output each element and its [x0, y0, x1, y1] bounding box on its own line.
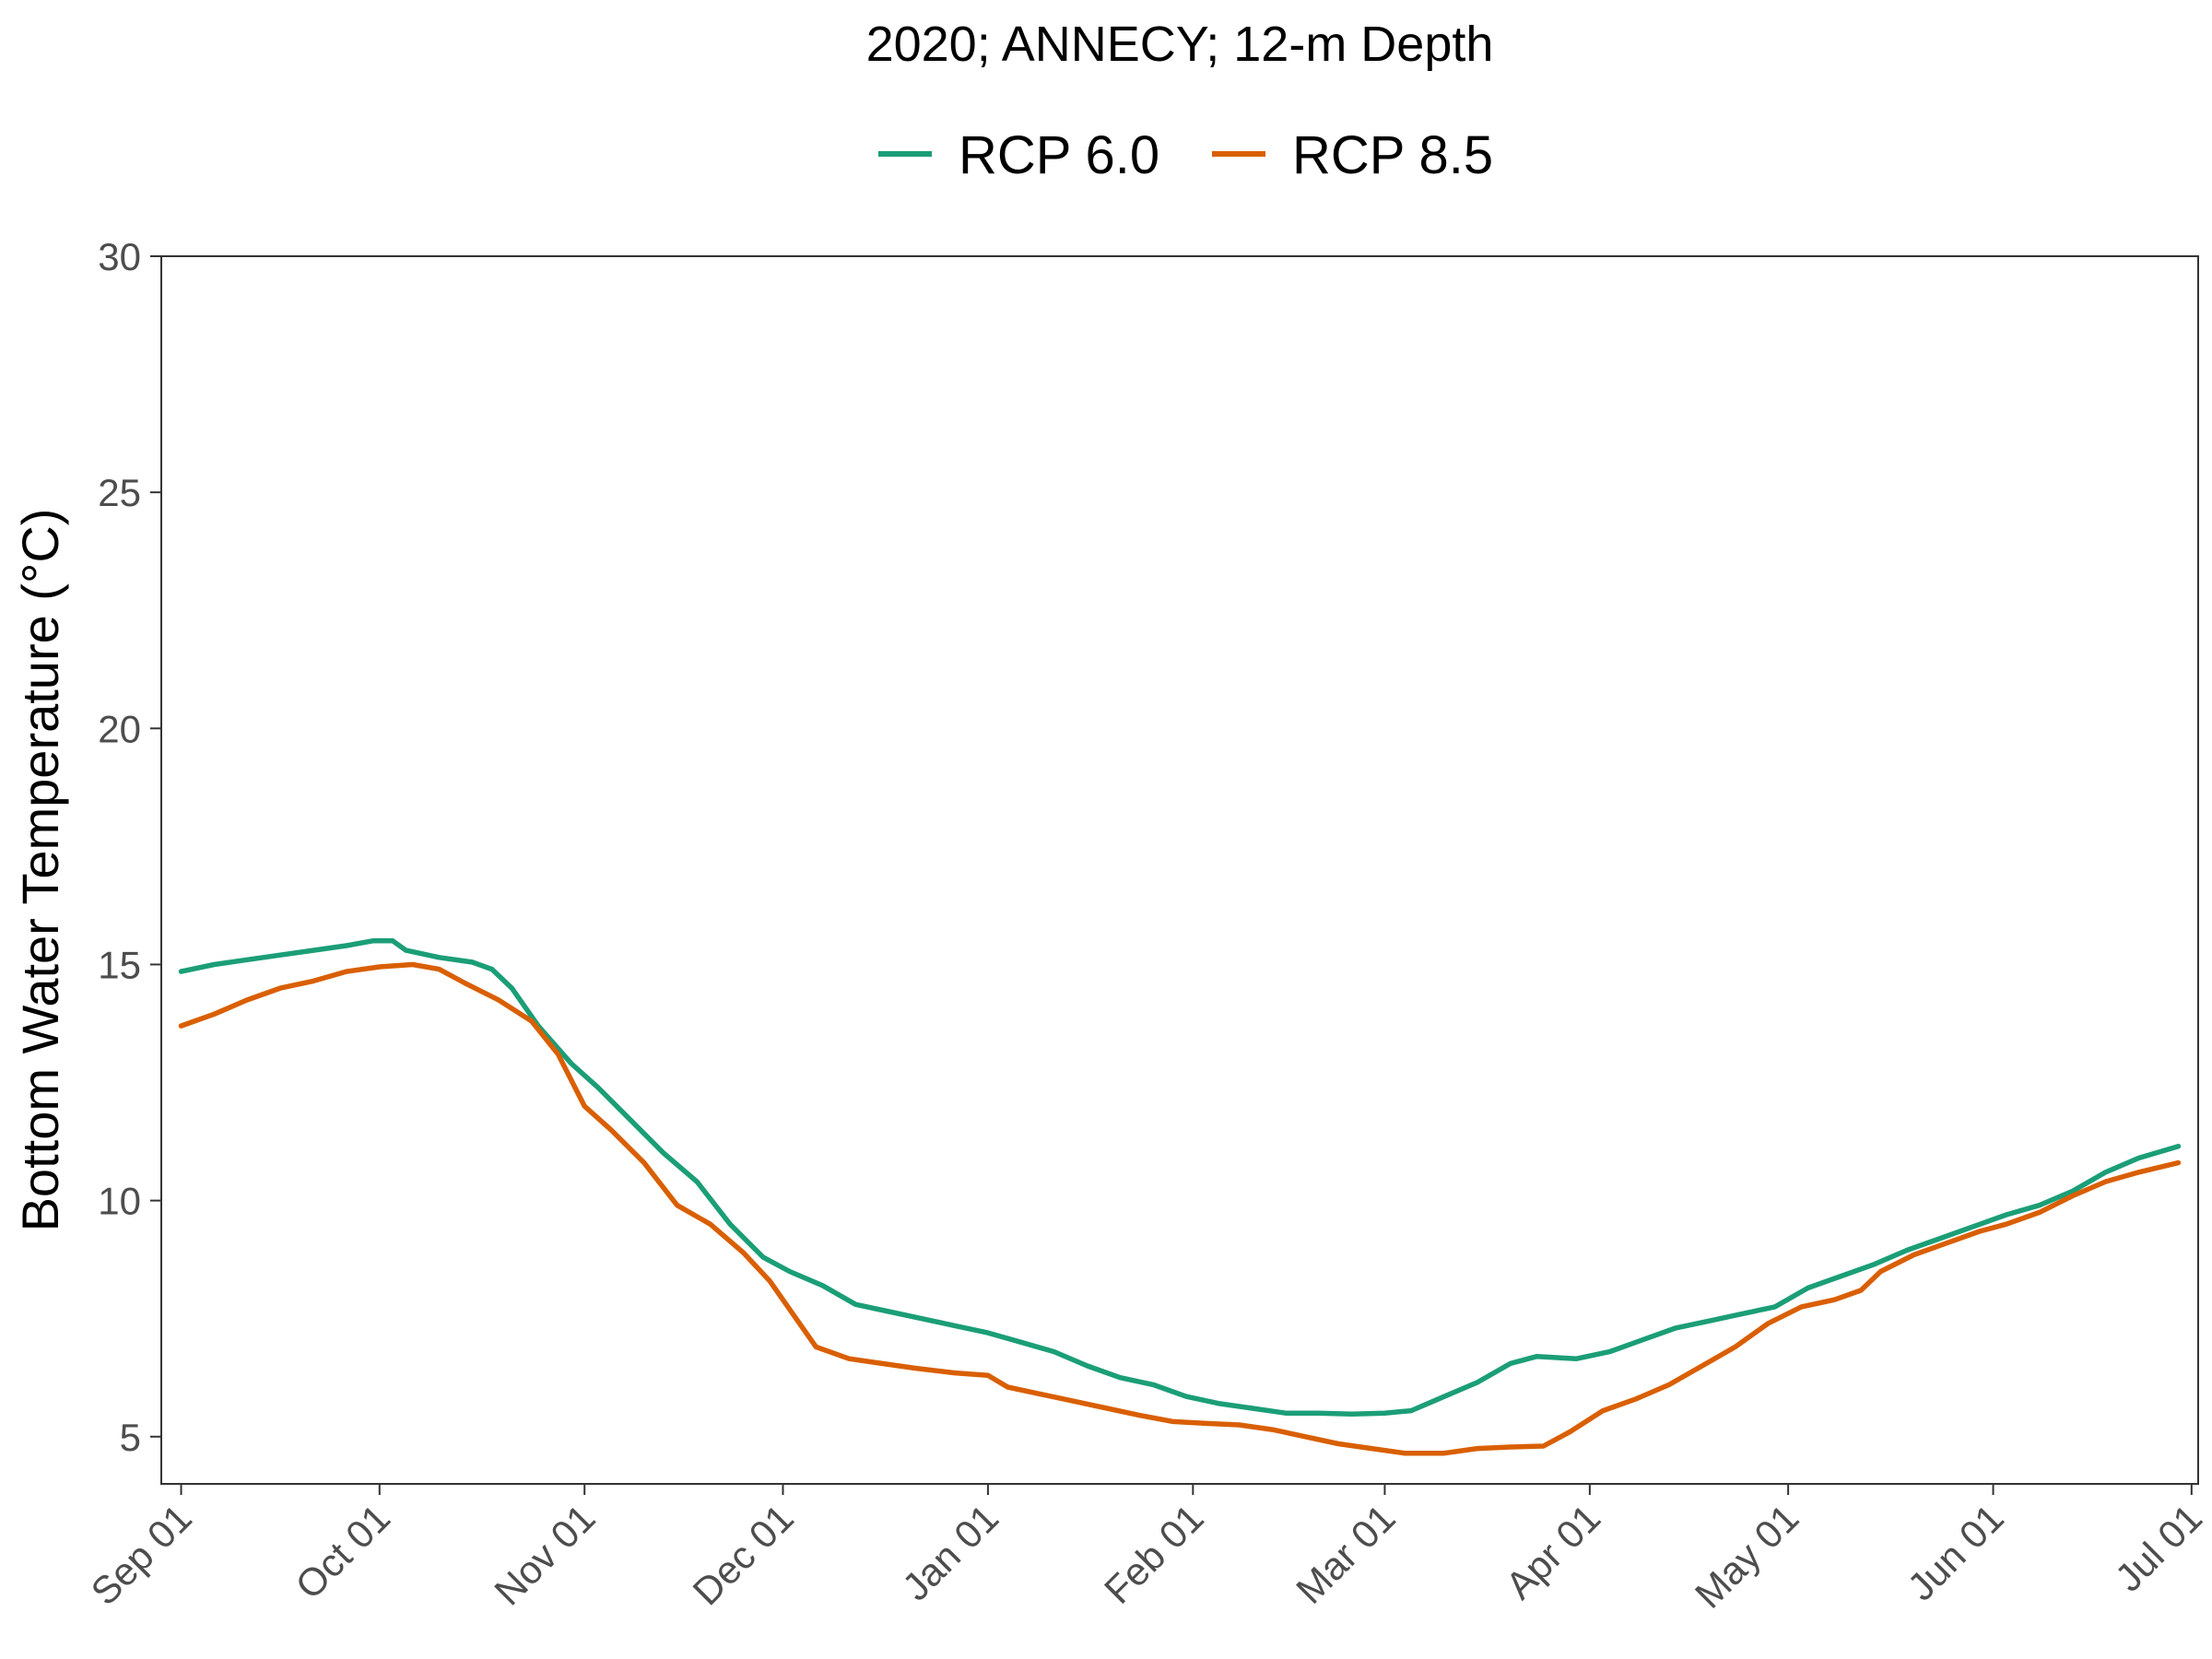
y-tick-label: 5	[120, 1416, 141, 1459]
x-tick-label: Oct 01	[287, 1496, 398, 1607]
y-tick-label: 25	[98, 471, 141, 514]
x-tick-label: Sep 01	[83, 1496, 200, 1613]
legend-label-rcp-6-0: RCP 6.0	[959, 125, 1159, 185]
x-tick-label: Jan 01	[894, 1496, 1006, 1608]
chart-title: 2020; ANNECY; 12-m Depth	[866, 17, 1494, 72]
x-tick-label: Jul 01	[2107, 1496, 2210, 1599]
y-axis: 5 10 15 20 25 30	[98, 235, 161, 1459]
series-layer	[178, 938, 2182, 1456]
y-tick-label: 10	[98, 1180, 141, 1223]
x-tick-label: Apr 01	[1497, 1496, 1608, 1607]
y-tick-label: 30	[98, 235, 141, 278]
y-tick-label: 20	[98, 707, 141, 750]
legend: RCP 6.0 RCP 8.5	[878, 125, 1493, 185]
plot-border	[160, 255, 2199, 1485]
series-line-rcp-6-0	[178, 938, 2182, 1417]
y-axis-title: Bottom Water Temperature (°C)	[11, 509, 69, 1232]
x-tick-label: Nov 01	[486, 1496, 603, 1613]
x-tick-label: Dec 01	[685, 1496, 802, 1613]
x-tick-label: May 01	[1687, 1496, 1807, 1617]
y-tick-label: 15	[98, 943, 141, 986]
x-tick-label: Jun 01	[1900, 1496, 2012, 1608]
x-axis: Sep 01 Oct 01 Nov 01 Dec 01 Jan 01 Feb 01 Mar …	[83, 1484, 2210, 1617]
series-line-rcp-8-5	[178, 961, 2182, 1456]
x-tick-label: Mar 01	[1288, 1496, 1404, 1612]
legend-label-rcp-8-5: RCP 8.5	[1292, 125, 1493, 185]
x-tick-label: Feb 01	[1096, 1496, 1212, 1612]
